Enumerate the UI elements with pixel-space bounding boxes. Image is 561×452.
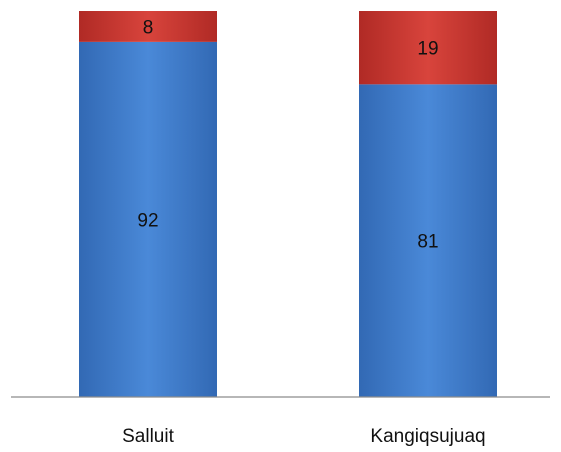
category-labels-layer: Salluit Kangiqsujuaq bbox=[122, 426, 485, 447]
bar-segment-kangiqsujuaq-series-2 bbox=[359, 11, 497, 85]
data-label-kangiqsujuaq-series-1: 81 bbox=[417, 232, 438, 253]
category-label-salluit: Salluit bbox=[122, 426, 174, 447]
bar-segment-kangiqsujuaq-series-1 bbox=[359, 84, 497, 397]
bar-segment-salluit-series-1 bbox=[79, 41, 217, 397]
data-label-salluit-series-2: 8 bbox=[143, 17, 154, 38]
category-label-kangiqsujuaq: Kangiqsujuaq bbox=[370, 426, 485, 447]
data-labels-layer: 92 8 81 19 bbox=[137, 17, 438, 252]
data-label-kangiqsujuaq-series-2: 19 bbox=[417, 39, 438, 60]
bar-segment-salluit-series-2 bbox=[79, 11, 217, 42]
bars-layer bbox=[79, 11, 497, 397]
data-label-salluit-series-1: 92 bbox=[137, 210, 158, 231]
